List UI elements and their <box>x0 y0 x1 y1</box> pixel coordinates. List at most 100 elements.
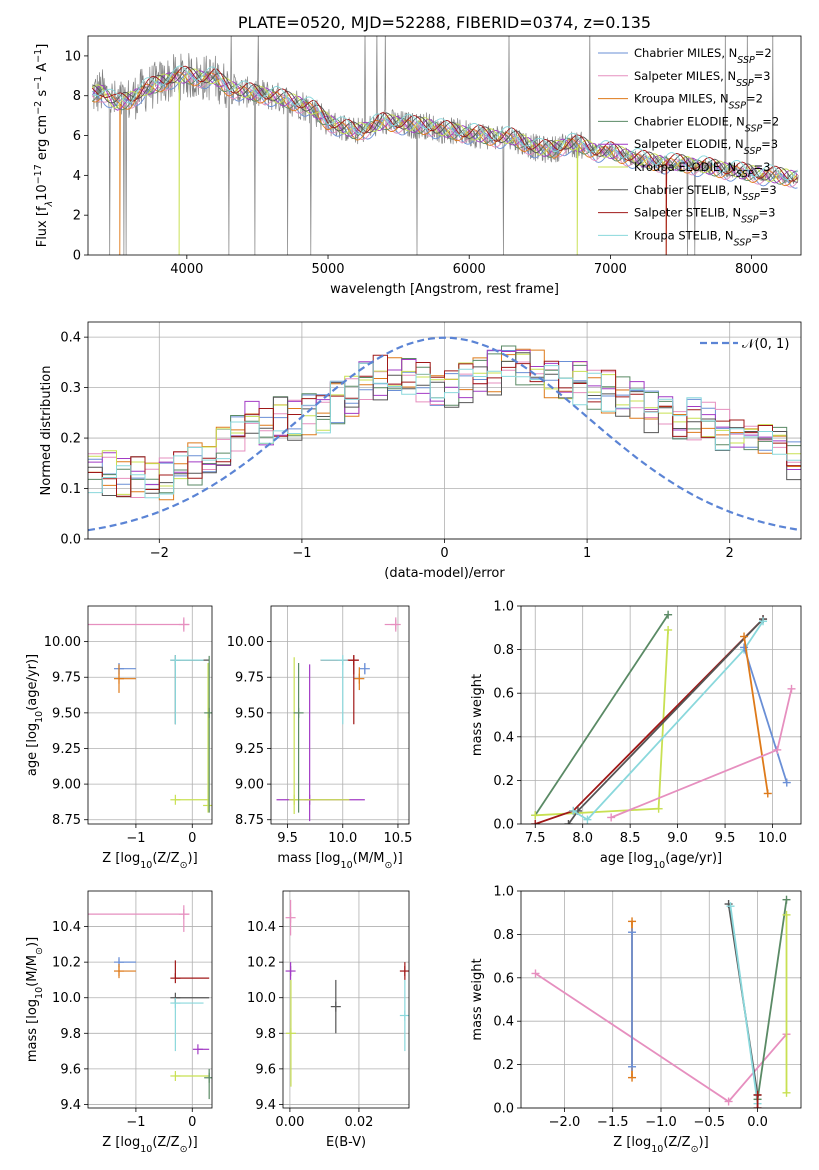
x-tick-label: 8000 <box>735 262 768 277</box>
legend-entry: Chabrier MILES, NSSP=2 <box>634 46 772 66</box>
y-tick-label: 0.8 <box>493 643 514 658</box>
y-tick-label: 9.50 <box>235 706 264 721</box>
x-axis-label: (data-model)/error <box>384 566 505 581</box>
weight-line <box>743 647 788 783</box>
y-axis-label: mass weight <box>470 958 485 1040</box>
y-axis-label-part: (M/M <box>25 955 40 987</box>
y-axis-label-part: ⊙ <box>34 947 45 955</box>
x-axis-label-part: Z [log <box>102 1135 140 1150</box>
errorbar-point <box>114 664 136 693</box>
axes-frame <box>87 605 213 825</box>
x-tick-label: −2.0 <box>549 1115 581 1130</box>
plot-area-mass-Z <box>88 905 212 1100</box>
plot-area-weight-Z <box>531 895 791 1108</box>
y-tick-label: 9.75 <box>235 671 264 686</box>
x-axis-label-part: 10 <box>341 860 353 871</box>
plot-area-spectrum <box>91 36 799 255</box>
x-tick-label: 8.0 <box>572 831 593 846</box>
x-tick-label: −1 <box>126 1115 145 1130</box>
y-tick-label: 0.0 <box>493 818 514 833</box>
histogram-step <box>88 362 801 499</box>
plot-area-age-mass <box>276 617 401 822</box>
y-axis-label: Normed distribution <box>39 366 54 496</box>
x-axis-label-part: )] <box>393 851 403 866</box>
y-tick-label: 9.00 <box>52 778 81 793</box>
errorbar-point <box>289 657 350 815</box>
errorbar-point <box>285 979 296 1087</box>
legend-entry-part: Kroupa MILES, N <box>634 92 729 106</box>
y-tick-label: 0.6 <box>493 971 514 986</box>
errorbar-point <box>285 899 296 936</box>
errorbar-point <box>293 662 304 813</box>
y-axis-label: mass weight <box>470 674 485 756</box>
x-axis-label: Z [log10(Z/Z⊙)] <box>102 851 197 871</box>
errorbar-point <box>170 1070 210 1081</box>
errorbar-point <box>170 794 210 805</box>
y-axis-label-part: 10 <box>34 987 45 999</box>
errorbar-point <box>285 962 296 980</box>
y-axis-label-part: ] <box>35 44 50 49</box>
x-axis-label-part: )] <box>188 1135 198 1150</box>
x-tick-label: 6000 <box>453 262 486 277</box>
y-axis-label-part: )] <box>25 937 40 947</box>
x-tick-label: 0.0 <box>747 1115 768 1130</box>
legend-entry-part: SSP <box>737 55 755 66</box>
legend-entry-part: SSP <box>734 237 752 248</box>
y-tick-label: 0.2 <box>60 432 81 447</box>
errorbar-point <box>192 1044 210 1055</box>
errorbar-point <box>170 998 204 1052</box>
x-axis-label: age [log10(age/yr)] <box>600 851 722 871</box>
y-tick-label: 4 <box>73 169 81 184</box>
legend-entry-part: Salpeter MILES, N <box>634 69 736 83</box>
y-tick-label: 10.2 <box>247 956 276 971</box>
y-tick-label: 2 <box>73 209 81 224</box>
errorbar-point <box>348 655 359 725</box>
legend-entry: Chabrier STELIB, NSSP=3 <box>634 183 777 203</box>
x-axis-label-part: )] <box>699 1135 709 1150</box>
axes-spectrum: 4000 5000 6000 7000 8000 0 2 4 6 8 10 PLATE=0520, M… <box>33 13 802 297</box>
y-tick-label: 9.25 <box>235 742 264 757</box>
model-line <box>91 70 798 184</box>
y-tick-label: 0.1 <box>60 482 81 497</box>
model-line <box>91 65 798 255</box>
errorbar-point <box>276 664 365 822</box>
y-tick-label: 9.6 <box>60 1062 81 1077</box>
y-tick-label: 0.0 <box>60 533 81 548</box>
x-axis-label-part: (Z/Z <box>663 1135 690 1150</box>
errorbar-point <box>170 655 210 725</box>
x-tick-label: 4000 <box>170 262 203 277</box>
legend-entry-part: SSP <box>744 146 762 157</box>
x-axis-label-part: (age/yr)] <box>665 851 722 866</box>
x-tick-label: 2 <box>726 546 734 561</box>
legend-entry: Chabrier ELODIE, NSSP=2 <box>634 114 779 133</box>
legend-entry-part: =3 <box>759 206 776 220</box>
y-tick-label: 0.4 <box>60 331 81 346</box>
y-tick-label: 1.0 <box>493 885 514 900</box>
y-axis-label-part: −1 <box>33 49 44 63</box>
y-tick-label: 0.4 <box>493 730 514 745</box>
x-axis-label-part: (Z/Z <box>152 1135 179 1150</box>
y-axis-label-part: −17 <box>33 164 44 184</box>
weight-line <box>534 614 669 816</box>
legend-entry-part: =3 <box>751 228 768 242</box>
y-axis-label-part: −2 <box>33 101 44 115</box>
axes-mass-Z: −1 09.49.69.810.010.210.4Z [log10(Z/Z⊙)]m… <box>25 890 213 1155</box>
legend-entry-part: SSP <box>729 100 747 111</box>
x-axis-label-part: mass [log <box>277 851 340 866</box>
y-axis-label-part: erg cm <box>35 115 50 164</box>
y-tick-label: 9.75 <box>52 671 81 686</box>
plot-area-age-Z <box>88 617 212 813</box>
errorbar-point <box>170 960 210 984</box>
y-tick-label: 10.4 <box>52 920 81 935</box>
legend-entry-part: =2 <box>755 46 772 60</box>
y-axis-label-part: mass [log <box>25 999 40 1062</box>
legend-entry-part: Salpeter STELIB, N <box>634 206 741 220</box>
y-tick-label: 1.0 <box>493 600 514 615</box>
y-axis-label-part: 10 <box>34 711 45 723</box>
normal-curve <box>88 336 801 532</box>
axes-frame <box>520 890 802 1109</box>
y-tick-label: 10 <box>64 49 81 64</box>
y-tick-label: 0.0 <box>493 1102 514 1117</box>
y-tick-label: 10.00 <box>227 635 264 650</box>
